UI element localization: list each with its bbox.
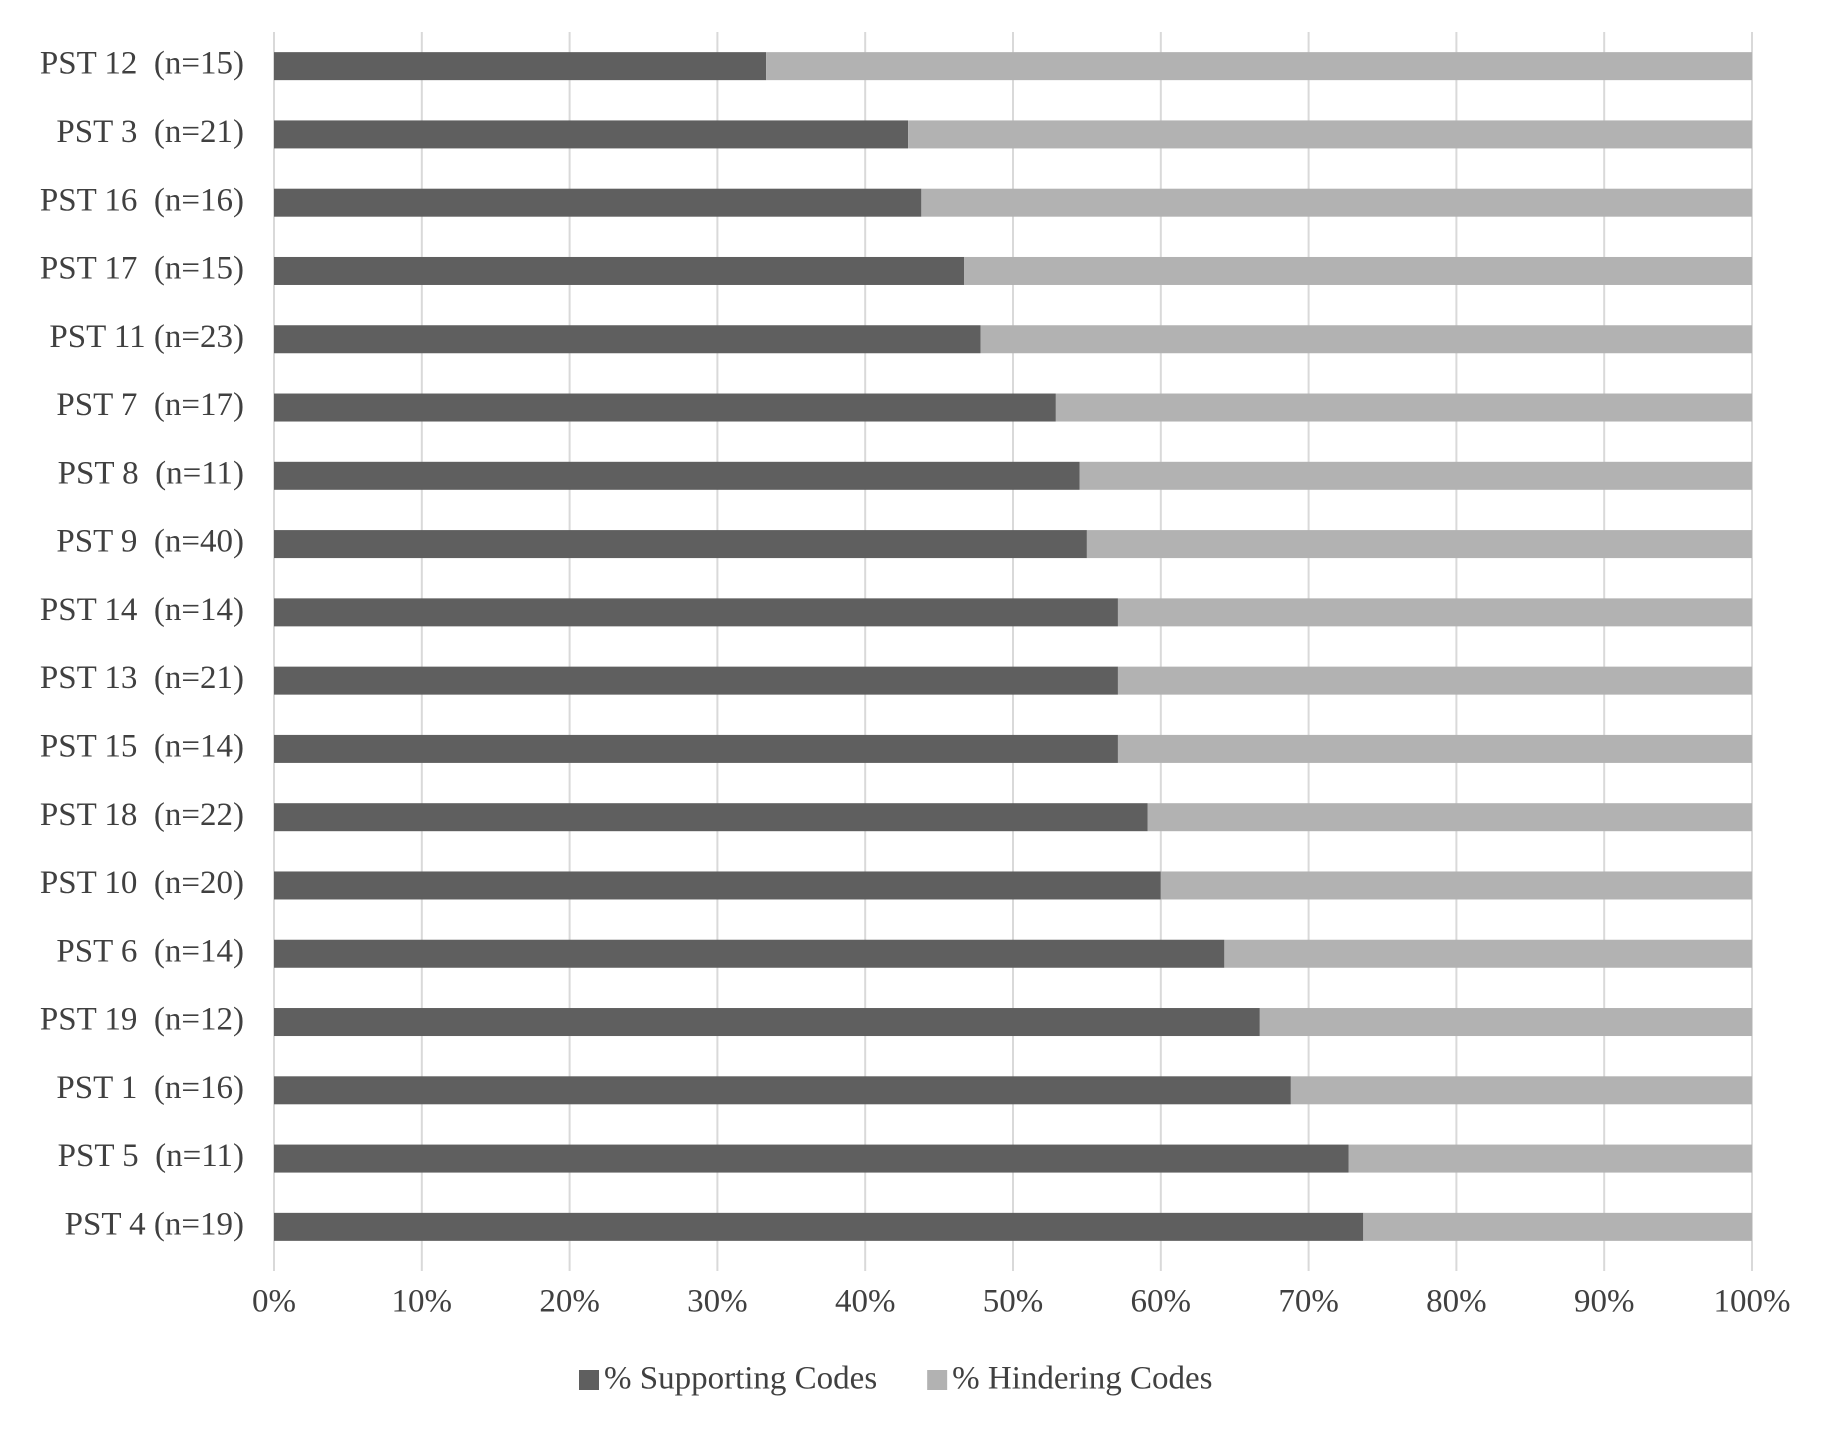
bar-segment [274,803,1148,832]
bar-segment [274,666,1118,695]
y-tick-label: PST 6 (n=14) [56,933,244,969]
bar-segment [274,1076,1291,1105]
y-tick-label: PST 7 (n=17) [56,387,244,423]
y-tick-label: PST 18 (n=22) [40,797,244,833]
y-tick-label: PST 16 (n=16) [40,182,244,218]
x-tick-label: 60% [1131,1284,1192,1320]
bar-segment [980,325,1752,354]
bar-segment [274,120,909,149]
x-tick-label: 0% [252,1284,296,1320]
legend-label: % Hindering Codes [952,1361,1212,1397]
bar-segment [274,1008,1260,1037]
bar-segment [274,188,922,217]
bar-segment [274,939,1225,968]
y-tick-label: PST 9 (n=40) [56,524,244,560]
bar-segment [1117,666,1752,695]
x-tick-label: 100% [1714,1284,1791,1320]
bar-segment [1086,530,1752,559]
bar-segment [908,120,1752,149]
y-tick-label: PST 4 (n=19) [65,1206,244,1242]
y-tick-label: PST 12 (n=15) [40,46,244,82]
y-tick-label: PST 8 (n=11) [58,455,244,491]
bar-segment [964,256,1752,285]
legend-label: % Supporting Codes [604,1361,877,1397]
legend-swatch [579,1370,599,1390]
bar-segment [274,734,1118,763]
x-tick-label: 80% [1426,1284,1487,1320]
x-tick-label: 30% [687,1284,748,1320]
legend-swatch [927,1370,948,1390]
bar-segment [1290,1076,1752,1105]
bar-segment [274,325,981,354]
bar-segment [1055,393,1752,422]
x-tick-label: 20% [539,1284,600,1320]
y-tick-label: PST 5 (n=11) [58,1138,244,1174]
bar-segment [274,530,1087,559]
x-tick-label: 40% [835,1284,896,1320]
bar-segment [766,52,1752,81]
y-tick-label: PST 13 (n=21) [40,660,244,696]
bar-segment [1117,598,1752,627]
bar-segment [1160,871,1752,900]
y-tick-label: PST 17 (n=15) [40,251,244,287]
y-tick-label: PST 15 (n=14) [40,728,244,764]
y-tick-label: PST 3 (n=21) [56,114,244,150]
x-tick-label: 70% [1278,1284,1339,1320]
bar-segment [1363,1212,1752,1241]
y-tick-label: PST 10 (n=20) [40,865,244,901]
bar-segment [274,871,1161,900]
y-tick-label: PST 11 (n=23) [49,319,244,355]
bar-segment [1348,1144,1752,1173]
bar-segment [274,461,1080,490]
x-tick-label: 90% [1574,1284,1635,1320]
y-tick-label: PST 14 (n=14) [40,592,244,628]
x-tick-label: 10% [392,1284,453,1320]
bar-segment [274,393,1056,422]
bar-segment [921,188,1752,217]
bar-segment [274,1144,1349,1173]
bar-segment [1224,939,1752,968]
x-tick-label: 50% [983,1284,1044,1320]
bar-segment [274,598,1118,627]
bar-segment [1079,461,1752,490]
bar-segment [1259,1008,1752,1037]
y-tick-label: PST 1 (n=16) [56,1070,244,1106]
bar-segment [274,1212,1364,1241]
y-tick-label: PST 19 (n=12) [40,1002,244,1038]
bar-segment [1147,803,1752,832]
bar-segment [274,256,965,285]
bar-segment [274,52,767,81]
bar-segment [1117,734,1752,763]
